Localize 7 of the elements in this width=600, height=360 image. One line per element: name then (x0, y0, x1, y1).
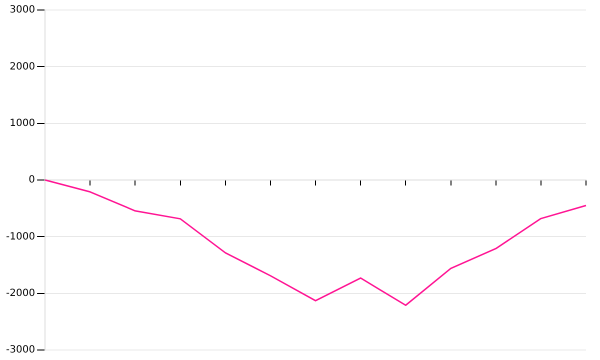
y-tick-label: 3000 (10, 4, 36, 16)
y-tick-label: 1000 (10, 118, 36, 129)
y-tick-label: 2000 (10, 61, 36, 72)
y-tick-label: -2000 (6, 288, 36, 299)
y-tick-label: -3000 (6, 344, 36, 356)
y-tick-label: 0 (28, 174, 36, 186)
y-tick-label: -1000 (6, 231, 36, 242)
